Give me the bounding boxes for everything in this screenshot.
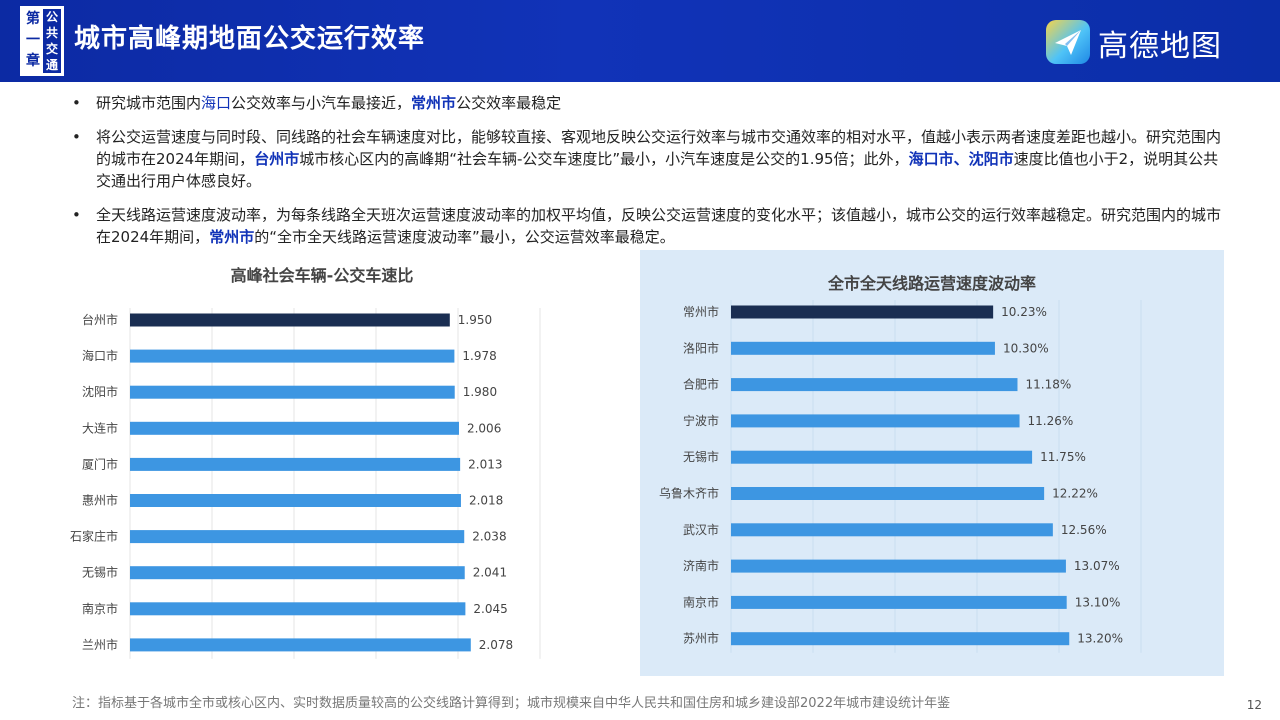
bar <box>731 450 1033 464</box>
bar <box>130 313 450 327</box>
category-label: 台州市 <box>82 312 118 327</box>
category-label: 无锡市 <box>82 565 118 580</box>
bullet-item: • 研究城市范围内海口公交效率与小汽车最接近，常州市公交效率最稳定 <box>72 92 1222 114</box>
bar <box>731 305 994 319</box>
speed-ratio-chart: 台州市 1.950 海口市 1.978 沈阳市 1.980 大连市 2.006 厦门市 2.013… <box>70 308 541 659</box>
bar <box>130 530 465 544</box>
value-label: 2.038 <box>472 530 506 544</box>
bar <box>130 638 471 652</box>
bullet-item: • 将公交运营速度与同时段、同线路的社会车辆速度对比，能够较直接、客观地反映公交… <box>72 126 1222 192</box>
value-label: 2.078 <box>479 638 513 652</box>
bullet-dot: • <box>72 94 81 112</box>
logo-text: 高德地图 <box>1098 29 1222 64</box>
category-label: 海口市 <box>82 348 118 363</box>
value-label: 2.006 <box>467 421 501 435</box>
value-label: 11.18% <box>1025 378 1071 392</box>
category-label: 石家庄市 <box>70 529 118 544</box>
text-segment: 城市核心区内的高峰期“社会车辆-公交车速度比”最小，小汽车速度是公交的1.95倍… <box>299 150 909 168</box>
value-label: 10.30% <box>1003 341 1049 355</box>
value-label: 13.20% <box>1077 632 1123 646</box>
text-segment: 公交效率与小汽车最接近， <box>231 94 412 112</box>
text-segment: 全天线路运营速度波动率，为每条线路全天班次运营速度波动率的加权平均值，反映公交运… <box>96 206 1222 246</box>
value-label: 12.22% <box>1052 487 1098 501</box>
chapter-topic: 公 共 交 通 <box>43 9 61 73</box>
bullet-item: • 全天线路运营速度波动率，为每条线路全天班次运营速度波动率的加权平均值，反映公… <box>72 204 1222 248</box>
category-label: 洛阳市 <box>683 340 719 355</box>
value-label: 2.013 <box>468 457 502 471</box>
bullet-dot: • <box>72 206 81 224</box>
highlight-city: 常州市 <box>209 228 255 246</box>
category-label: 乌鲁木齐市 <box>659 486 719 501</box>
category-label: 武汉市 <box>683 522 719 537</box>
category-label: 兰州市 <box>82 637 118 652</box>
value-label: 10.23% <box>1001 305 1047 319</box>
volatility-chart: 常州市 10.23% 洛阳市 10.30% 合肥市 11.18% 宁波市 11.26% 无锡市 1… <box>659 300 1142 653</box>
volatility-chart-panel: 全市全天线路运营速度波动率 常州市 10.23% 洛阳市 10.30% 合肥市 11.18… <box>640 250 1224 676</box>
bullet-dot: • <box>72 128 81 146</box>
highlight-city: 常州市 <box>411 94 457 112</box>
value-label: 1.950 <box>458 313 492 327</box>
highlight-city: 海口 <box>201 94 232 112</box>
chapter-number: 第 一 章 <box>26 11 40 69</box>
bar <box>130 457 461 471</box>
category-label: 苏州市 <box>683 631 719 646</box>
bar <box>731 414 1020 428</box>
chart-title: 高峰社会车辆-公交车速比 <box>230 266 414 285</box>
text-segment: 的“全市全天线路运营速度波动率”最小，公交运营效率最稳定。 <box>254 228 675 246</box>
category-label: 沈阳市 <box>82 384 118 399</box>
chapter-badge: 第 一 章 公 共 交 通 <box>20 6 64 76</box>
page-number: 12 <box>1246 698 1262 712</box>
value-label: 13.10% <box>1075 595 1121 609</box>
bar <box>130 349 455 363</box>
category-label: 大连市 <box>82 420 118 435</box>
value-label: 2.045 <box>473 602 507 616</box>
bullet-list: • 研究城市范围内海口公交效率与小汽车最接近，常州市公交效率最稳定 • 将公交运… <box>72 92 1222 260</box>
bar <box>731 595 1067 609</box>
bar <box>731 523 1053 537</box>
value-label: 11.26% <box>1028 414 1074 428</box>
bar <box>130 421 459 435</box>
bar <box>731 487 1045 500</box>
footnote: 注：指标基于各城市全市或核心区内、实时数据质量较高的公交线路计算得到；城市规模来… <box>72 696 951 711</box>
value-label: 1.978 <box>462 349 496 363</box>
category-label: 惠州市 <box>82 493 118 508</box>
category-label: 无锡市 <box>683 449 719 464</box>
text-segment: 公交效率最稳定 <box>456 94 562 112</box>
value-label: 1.980 <box>463 385 497 399</box>
text-segment: 速度比值也小于2，说明其公共交通出行用户体感良好。 <box>96 150 1219 190</box>
category-label: 南京市 <box>683 594 719 609</box>
category-label: 合肥市 <box>683 377 719 392</box>
bar <box>731 632 1070 646</box>
category-label: 宁波市 <box>683 413 719 428</box>
bar <box>731 341 995 355</box>
text-segment: 将公交运营速度与同时段、同线路的社会车辆速度对比，能够较直接、客观地反映公交运行… <box>96 128 1222 168</box>
value-label: 2.018 <box>469 494 503 508</box>
value-label: 2.041 <box>473 566 507 580</box>
speed-ratio-chart-panel: 高峰社会车辆-公交车速比 台州市 1.950 海口市 1.978 沈阳市 1.980 大连市… <box>62 256 582 666</box>
highlight-city: 台州市 <box>254 150 300 168</box>
value-label: 13.07% <box>1074 559 1120 573</box>
text-segment: 研究城市范围内 <box>96 94 202 112</box>
bar <box>731 378 1018 392</box>
category-label: 常州市 <box>683 304 719 319</box>
paper-plane-icon <box>1046 20 1090 64</box>
chart-title: 全市全天线路运营速度波动率 <box>827 274 1036 293</box>
category-label: 济南市 <box>683 558 719 573</box>
category-label: 厦门市 <box>82 456 118 471</box>
category-label: 南京市 <box>82 601 118 616</box>
highlight-city: 海口市、沈阳市 <box>908 150 1014 168</box>
bar <box>130 385 455 399</box>
bar <box>731 559 1066 573</box>
bar <box>130 602 466 616</box>
value-label: 11.75% <box>1040 450 1086 464</box>
value-label: 12.56% <box>1061 523 1107 537</box>
bar <box>130 566 465 580</box>
bar <box>130 494 461 507</box>
page-title: 城市高峰期地面公交运行效率 <box>74 24 426 54</box>
header-bar: 第 一 章 公 共 交 通 城市高峰期地面公交运行效率 高德地图 <box>0 0 1280 82</box>
